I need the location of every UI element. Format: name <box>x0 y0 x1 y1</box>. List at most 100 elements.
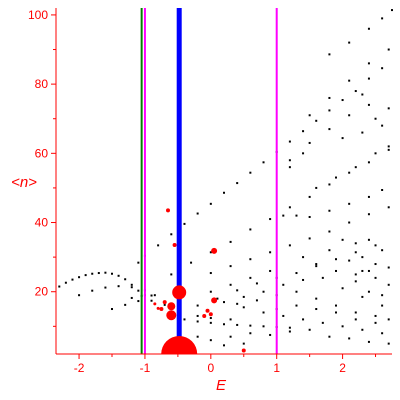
scatter-point <box>374 276 377 279</box>
scatter-point <box>381 249 384 252</box>
scatter-point <box>295 214 298 217</box>
scatter-point <box>387 266 390 269</box>
scatter-point <box>361 269 364 272</box>
scatter-point <box>321 276 324 279</box>
scatter-point <box>354 90 357 93</box>
scatter-point <box>282 283 285 286</box>
scatter-point <box>381 124 384 127</box>
scatter-point <box>348 259 351 262</box>
x-tick-label: 1 <box>273 361 280 375</box>
scatter-point <box>229 265 232 268</box>
scatter-point <box>348 202 351 205</box>
scatter-point <box>209 339 212 342</box>
scatter-point <box>58 285 61 288</box>
scatter-point <box>387 342 390 345</box>
scatter-point <box>367 27 370 30</box>
scatter-point <box>308 328 311 331</box>
scatter-point <box>341 325 344 328</box>
scatter-point <box>209 321 212 324</box>
highlight-point <box>205 308 210 313</box>
scatter-point <box>348 79 351 82</box>
scatter-point <box>196 212 199 215</box>
scatter-point <box>269 333 272 336</box>
scatter-point <box>78 276 81 279</box>
x-tick-label: -2 <box>74 361 85 375</box>
scatter-point <box>387 283 390 286</box>
scatter-point <box>367 269 370 272</box>
scatter-point <box>374 244 377 247</box>
scatter-point <box>381 294 384 297</box>
scatter-point <box>381 17 384 20</box>
scatter-point <box>236 182 239 185</box>
scatter-point <box>249 276 252 279</box>
scatter-point <box>288 166 291 169</box>
scatter-point <box>348 221 351 224</box>
scatter-point <box>229 335 232 338</box>
scatter-point <box>137 289 140 292</box>
highlight-point <box>166 310 177 321</box>
scatter-point <box>387 145 390 148</box>
scatter-point <box>374 263 377 266</box>
scatter-point <box>242 342 245 345</box>
scatter-point <box>367 62 370 65</box>
scatter-point <box>157 244 160 247</box>
scatter-point <box>328 209 331 212</box>
chart-vertical-lines <box>140 8 278 354</box>
scatter-point <box>354 318 357 321</box>
scatter-point <box>288 244 291 247</box>
highlight-point <box>241 348 246 353</box>
scatter-point <box>249 258 252 261</box>
scatter-point <box>321 321 324 324</box>
scatter-point <box>242 306 245 309</box>
scatter-point <box>282 214 285 217</box>
scatter-point <box>255 282 258 285</box>
scatter-point <box>328 335 331 338</box>
scatter-point <box>308 114 311 117</box>
y-tick-label: 60 <box>35 146 49 160</box>
scatter-point <box>302 256 305 259</box>
scatter-point <box>361 328 364 331</box>
scatter-point <box>335 176 337 179</box>
scatter-point <box>374 314 377 317</box>
scatter-point <box>367 340 370 343</box>
scatter-point <box>381 332 384 335</box>
x-axis-title: E <box>216 377 227 394</box>
scatter-point <box>315 265 318 268</box>
scatter-point <box>387 318 390 321</box>
highlight-point <box>159 307 164 312</box>
scatter-point <box>124 278 127 281</box>
scatter-point <box>354 273 357 276</box>
scatter-point <box>288 330 291 333</box>
scatter-point <box>354 280 357 283</box>
scatter-point <box>91 289 94 292</box>
scatter-point <box>361 93 364 96</box>
scatter-point <box>348 114 351 117</box>
scatter-point <box>367 290 370 293</box>
scatter-point <box>150 294 153 297</box>
scatter-point <box>104 271 107 274</box>
scatter-point <box>387 206 390 209</box>
scatter-point <box>288 206 291 209</box>
scatter-point <box>328 96 331 99</box>
scatter-point <box>367 161 370 164</box>
scatter-point <box>183 318 186 321</box>
scatter-point <box>163 303 166 306</box>
scatter-point <box>255 299 258 302</box>
y-tick-label: 80 <box>35 77 49 91</box>
scatter-point <box>64 281 67 284</box>
scatter-point <box>354 166 357 169</box>
scatter-point <box>229 240 232 243</box>
scatter-point <box>295 290 298 293</box>
highlight-point <box>172 243 177 248</box>
scatter-point <box>381 67 384 70</box>
scatter-point <box>111 308 113 311</box>
scatter-point <box>223 344 225 347</box>
scatter-point <box>150 299 153 302</box>
scatter-point <box>190 261 193 264</box>
scatter-point <box>335 304 337 307</box>
scatter-point <box>236 302 239 305</box>
x-tick-label: 2 <box>339 361 346 375</box>
scatter-point <box>302 130 305 133</box>
y-tick-label: 40 <box>35 216 49 230</box>
